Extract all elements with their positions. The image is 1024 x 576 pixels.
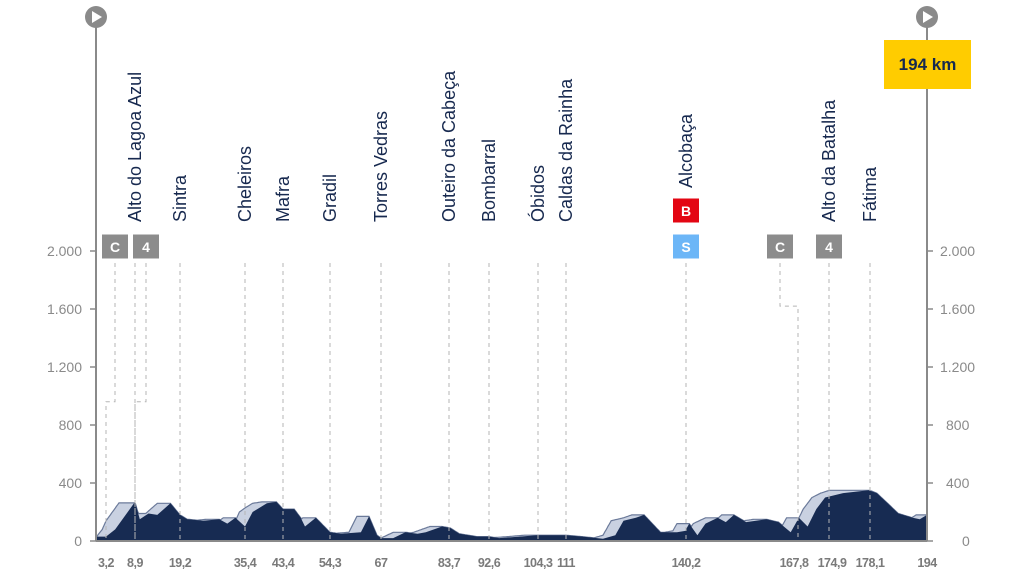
y-tick-label-right: 2.000: [940, 243, 975, 259]
place-label: Caldas da Rainha: [556, 78, 576, 222]
climb-badge: 4: [815, 233, 843, 260]
km-label: 104,3: [524, 556, 553, 570]
place-label: Óbidos: [527, 165, 548, 222]
km-label: 19,2: [169, 556, 192, 570]
y-tick-label-left: 1.200: [47, 359, 82, 375]
climb-badge: S: [672, 233, 700, 260]
place-label: Bombarral: [479, 139, 499, 222]
y-tick-label-right: 1.600: [940, 301, 975, 317]
km-label: 178,1: [856, 556, 885, 570]
place-label: Alcobaça: [676, 113, 696, 188]
km-label: 54,3: [319, 556, 342, 570]
climb-badge: C: [101, 233, 129, 260]
y-tick-label-left: 1.600: [47, 301, 82, 317]
place-label: Alto da Batalha: [819, 99, 839, 222]
badge-label: C: [775, 239, 785, 255]
km-label: 194: [917, 556, 937, 570]
km-label: 111: [557, 556, 576, 570]
start-play-icon: [85, 6, 107, 28]
km-label: 67: [375, 556, 388, 570]
place-label: Cheleiros: [235, 146, 255, 222]
km-label: 35,4: [234, 556, 257, 570]
badge-label: C: [110, 239, 120, 255]
elevation-profile-area: [96, 490, 927, 541]
climb-badge: B: [672, 197, 700, 224]
km-label: 8,9: [127, 556, 143, 570]
y-tick-label-left: 400: [59, 475, 83, 491]
badge-connector-line: [134, 263, 147, 541]
place-label: Gradil: [320, 174, 340, 222]
total-distance-label: 194 km: [899, 55, 957, 74]
finish-play-icon: [916, 6, 938, 28]
place-label: Fátima: [860, 166, 880, 222]
place-label: Outeiro da Cabeça: [439, 70, 459, 222]
place-label: Torres Vedras: [371, 111, 391, 222]
y-tick-label-right: 0: [962, 533, 970, 549]
km-label: 83,7: [438, 556, 461, 570]
badge-label: 4: [142, 239, 150, 255]
place-label: Alto do Lagoa Azul: [125, 72, 145, 222]
badge-connector-line: [779, 263, 799, 541]
place-label: Sintra: [170, 174, 190, 222]
badge-label: 4: [825, 239, 833, 255]
km-label: 43,4: [272, 556, 295, 570]
climb-badge: C: [766, 233, 794, 260]
km-label: 174,9: [818, 556, 847, 570]
y-tick-label-right: 400: [946, 475, 970, 491]
climb-badge: 4: [132, 233, 160, 260]
y-tick-label-left: 2.000: [47, 243, 82, 259]
badge-label: B: [681, 203, 691, 219]
y-tick-label-left: 800: [59, 417, 83, 433]
y-tick-label-right: 800: [946, 417, 970, 433]
total-distance-badge: 194 km: [884, 40, 971, 89]
km-label: 140,2: [672, 556, 701, 570]
y-tick-label-right: 1.200: [940, 359, 975, 375]
y-tick-label-left: 0: [74, 533, 82, 549]
badge-label: S: [681, 239, 690, 255]
badge-connector-line: [105, 263, 116, 541]
km-label: 92,6: [478, 556, 501, 570]
place-label: Mafra: [273, 175, 293, 222]
km-label: 3,2: [98, 556, 114, 570]
km-label: 167,8: [780, 556, 809, 570]
